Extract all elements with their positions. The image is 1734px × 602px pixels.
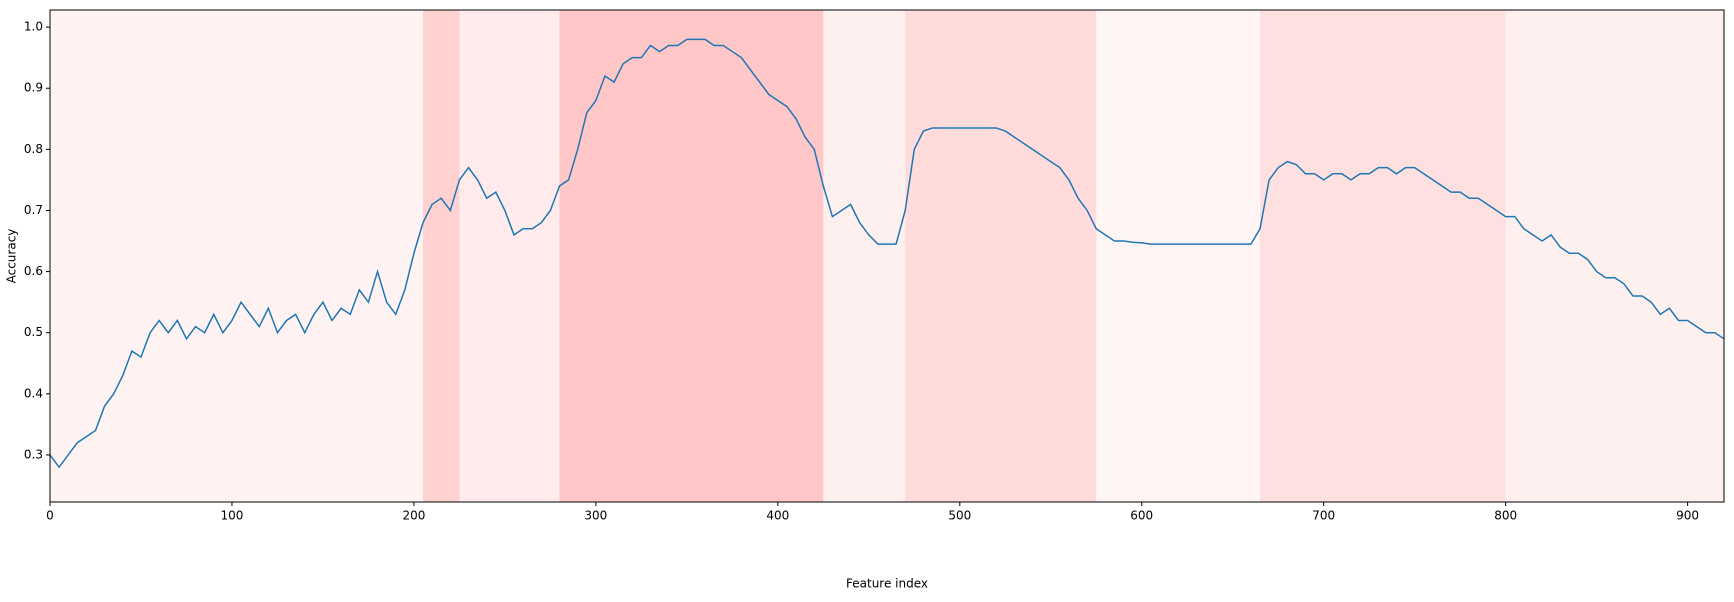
y-tick-label: 0.4 (24, 386, 43, 400)
x-tick-label: 900 (1676, 509, 1699, 523)
x-tick-label: 400 (766, 509, 789, 523)
highlight-band (1260, 10, 1506, 502)
y-tick-label: 0.3 (24, 447, 43, 461)
highlight-band (905, 10, 1097, 502)
highlight-band (459, 10, 560, 502)
y-tick-label: 0.5 (24, 325, 43, 339)
y-tick-label: 0.6 (24, 264, 43, 278)
highlight-band (423, 10, 460, 502)
highlight-band (823, 10, 906, 502)
y-tick-label: 0.8 (24, 142, 43, 156)
y-tick-label: 0.7 (24, 203, 43, 217)
y-tick-label: 0.9 (24, 81, 43, 95)
x-tick-label: 0 (46, 509, 54, 523)
x-tick-label: 500 (948, 509, 971, 523)
x-tick-label: 100 (221, 509, 244, 523)
x-tick-label: 800 (1494, 509, 1517, 523)
x-tick-label: 300 (584, 509, 607, 523)
highlight-band (1096, 10, 1261, 502)
y-axis-label: Accuracy (5, 229, 19, 284)
y-tick-label: 1.0 (24, 20, 43, 34)
x-tick-label: 600 (1130, 509, 1153, 523)
highlight-band (1505, 10, 1724, 502)
plot-frame (49, 9, 1725, 503)
highlight-band (50, 10, 424, 502)
x-tick-label: 700 (1312, 509, 1335, 523)
data-line (49, 38, 1725, 469)
highlight-band (559, 10, 824, 502)
x-axis-label: Feature index (846, 577, 928, 591)
x-tick-label: 200 (402, 509, 425, 523)
